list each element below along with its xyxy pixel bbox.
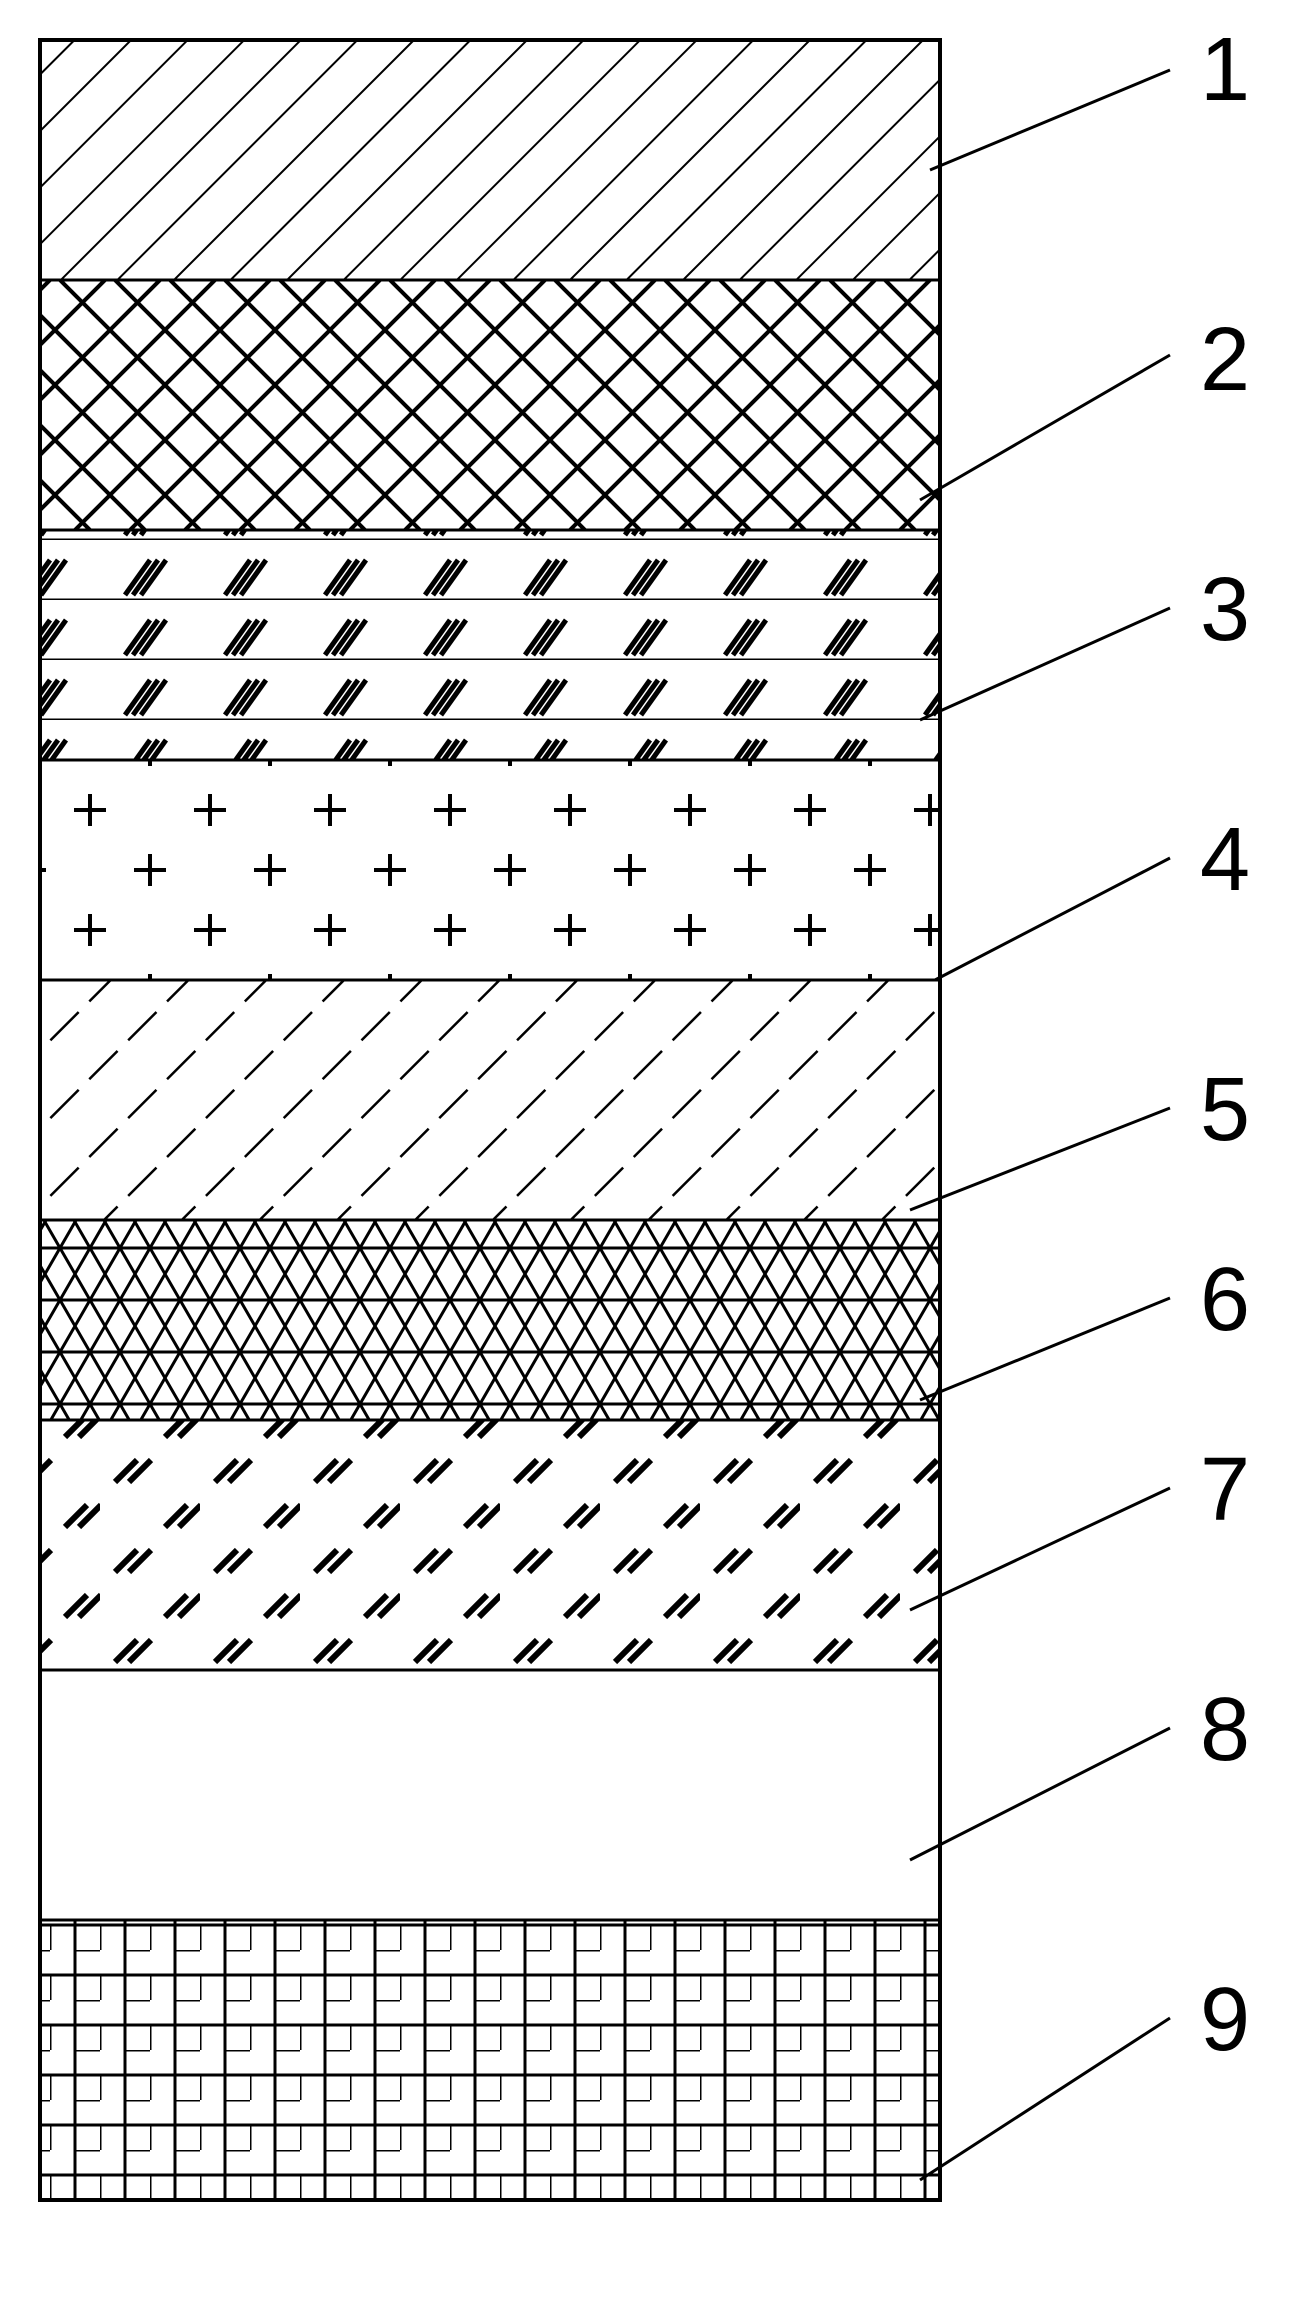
leader-line-2 — [920, 355, 1170, 500]
layer-label-9: 9 — [1200, 1970, 1250, 2070]
layer-label-2: 2 — [1200, 310, 1250, 410]
layer-label-6: 6 — [1200, 1250, 1250, 1350]
leader-line-1 — [930, 70, 1170, 170]
layer-label-8: 8 — [1200, 1680, 1250, 1780]
layer-4 — [40, 760, 940, 980]
layers-group — [40, 40, 940, 2200]
layer-label-4: 4 — [1200, 810, 1250, 910]
layer-9 — [40, 1920, 940, 2200]
layer-label-5: 5 — [1200, 1060, 1250, 1160]
layer-8 — [40, 1670, 940, 1920]
leader-line-8 — [910, 1728, 1170, 1860]
layer-5 — [40, 980, 940, 1220]
leader-line-4 — [935, 858, 1170, 980]
layer-label-3: 3 — [1200, 560, 1250, 660]
leader-line-9 — [920, 2018, 1170, 2180]
layer-3 — [40, 530, 940, 760]
leader-line-3 — [920, 608, 1170, 720]
layer-7 — [40, 1420, 940, 1670]
layer-diagram: 1 2 3 4 5 6 7 8 9 — [0, 0, 1297, 2323]
leader-line-7 — [910, 1488, 1170, 1610]
layer-2 — [40, 280, 940, 530]
layer-label-1: 1 — [1200, 20, 1250, 120]
leader-line-6 — [920, 1298, 1170, 1400]
leader-line-5 — [910, 1108, 1170, 1210]
layer-1 — [40, 40, 940, 280]
layer-6 — [40, 1220, 940, 1420]
layer-label-7: 7 — [1200, 1440, 1250, 1540]
